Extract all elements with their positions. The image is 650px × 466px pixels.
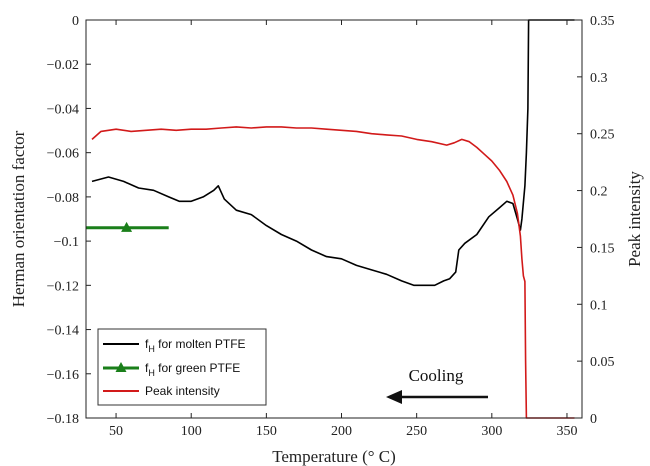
legend-label-green: fH for green PTFE — [145, 361, 240, 378]
y-tick-label: −0.16 — [47, 368, 79, 383]
y2-tick-label: 0.35 — [590, 14, 615, 29]
x-tick-label: 200 — [331, 424, 352, 439]
cooling-arrow-head — [386, 390, 402, 404]
series-line-peak — [91, 126, 575, 419]
x-tick-label: 250 — [406, 424, 427, 439]
y-tick-label: −0.04 — [47, 102, 79, 117]
x-tick-label: 150 — [256, 424, 277, 439]
legend-label-molten: fH for molten PTFE — [145, 337, 246, 354]
legend-label-molten-f: f — [145, 337, 149, 351]
cooling-annotation: Cooling — [409, 366, 464, 385]
legend-label-molten-sub: H — [148, 344, 155, 354]
plot-frame — [85, 19, 583, 419]
x-tick-label: 300 — [481, 424, 502, 439]
y-tick-label: −0.06 — [47, 147, 79, 162]
y2-tick-label: 0.05 — [590, 355, 615, 370]
y-tick-label: −0.02 — [47, 58, 79, 73]
y-tick-label: 0 — [72, 14, 79, 29]
legend-label-green-name: for green PTFE — [155, 361, 240, 375]
cooling-arrow — [386, 390, 488, 404]
x-tick-label: 350 — [556, 424, 577, 439]
x-tick-label: 50 — [109, 424, 123, 439]
y-tick-label: −0.14 — [47, 324, 79, 339]
legend-marker-green — [115, 362, 127, 372]
legend: fH for molten PTFE fH for green PTFE Pea… — [97, 328, 267, 406]
x-axis-label: Temperature (° C) — [272, 447, 396, 466]
y2-tick-label: 0.25 — [590, 128, 615, 143]
y2-tick-label: 0 — [590, 412, 597, 427]
y2-tick-label: 0.2 — [590, 185, 608, 200]
series-line-molten — [91, 19, 575, 287]
y2-tick-label: 0.15 — [590, 241, 615, 256]
y-tick-label: −0.08 — [47, 191, 79, 206]
legend-label-peak: Peak intensity — [145, 384, 220, 398]
ticks-layer: 50 100 150 200 250 300 350 0 −0.02 −0.04 −0.06 −0.0… — [47, 14, 615, 439]
series-layer — [86, 19, 575, 419]
legend-label-green-sub: H — [148, 368, 155, 378]
legend-label-green-f: f — [145, 361, 149, 375]
y2-tick-label: 0.3 — [590, 71, 608, 86]
y-axis-label: Herman orientation factor — [9, 130, 28, 307]
x-tick-label: 100 — [181, 424, 202, 439]
y-tick-label: −0.18 — [47, 412, 79, 427]
y2-axis-label: Peak intensity — [625, 171, 644, 267]
y-tick-label: −0.12 — [47, 279, 79, 294]
series-marker-green — [121, 221, 133, 232]
y-tick-label: −0.1 — [54, 235, 79, 250]
y2-tick-label: 0.1 — [590, 298, 608, 313]
legend-label-molten-name: for molten PTFE — [155, 337, 246, 351]
